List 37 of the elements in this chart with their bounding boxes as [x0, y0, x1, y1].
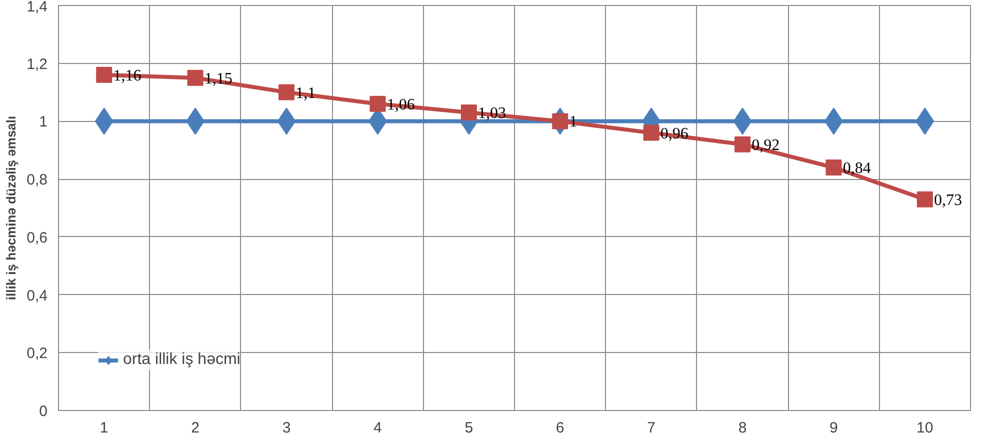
- x-tick-label: 7: [647, 420, 656, 436]
- x-tick-label: 4: [374, 420, 382, 436]
- data-label: 0,73: [934, 192, 962, 209]
- point: [643, 124, 660, 141]
- point: [826, 160, 842, 176]
- point: [460, 104, 477, 121]
- point: [916, 191, 933, 208]
- data-label: 1,03: [478, 105, 506, 122]
- point: [187, 70, 204, 86]
- x-tick-label: 9: [830, 420, 838, 436]
- data-label: 1,1: [296, 84, 316, 102]
- point: [734, 136, 750, 152]
- data-label: 0,84: [842, 160, 871, 177]
- data-label: 1,06: [386, 96, 415, 114]
- y-tick-label: 1,2: [26, 56, 48, 73]
- y-tick-label: 0,4: [26, 287, 48, 304]
- data-label: 0,96: [660, 125, 688, 142]
- x-tick-label: 6: [556, 420, 564, 436]
- x-tick-label: 10: [916, 420, 934, 436]
- legend-label: orta illik iş həcmi: [123, 351, 240, 369]
- y-tick-label: 1,4: [26, 0, 48, 16]
- x-tick-label: 3: [282, 420, 291, 436]
- y-tick-label: 0,8: [26, 172, 48, 189]
- point: [278, 84, 294, 100]
- data-label: 1,16: [113, 67, 142, 84]
- point: [96, 66, 112, 83]
- y-tick-label: 0,6: [26, 229, 48, 246]
- y-tick-label: 1: [39, 114, 48, 131]
- x-tick-label: 2: [191, 420, 200, 436]
- x-tick-label: 5: [464, 420, 474, 436]
- x-tick-label: 8: [738, 420, 747, 436]
- x-tick-label: 1: [100, 420, 108, 436]
- point: [552, 113, 568, 130]
- point: [370, 96, 386, 112]
- y-tick-label: 0: [39, 403, 48, 420]
- y-axis-title: illik iş həcminə düzəliş əmsalı: [4, 116, 19, 300]
- y-tick-label: 0,2: [26, 345, 48, 362]
